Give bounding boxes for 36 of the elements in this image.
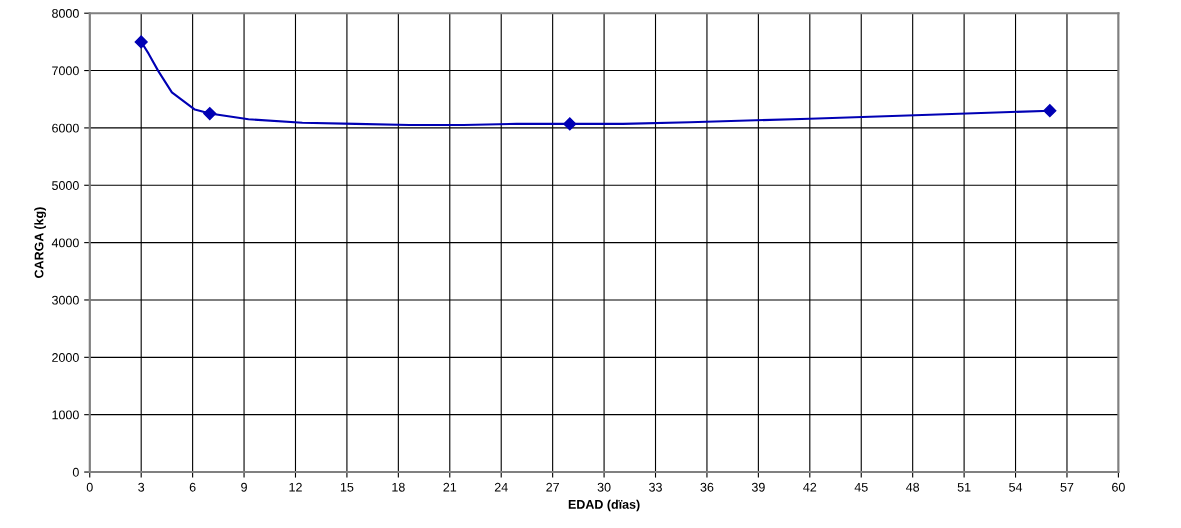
x-tick-label: 60 bbox=[1112, 482, 1125, 492]
y-tick-label: 1000 bbox=[52, 410, 79, 420]
x-tick-label: 15 bbox=[340, 482, 354, 492]
x-tick-label: 48 bbox=[906, 482, 920, 492]
x-tick-label: 39 bbox=[751, 482, 765, 492]
x-tick-label: 3 bbox=[138, 482, 145, 492]
point bbox=[203, 106, 217, 121]
x-tick-label: 33 bbox=[649, 482, 662, 492]
y-tick-label: 7000 bbox=[52, 66, 79, 76]
y-tick-label: 2000 bbox=[52, 353, 79, 362]
x-tick-label: 27 bbox=[546, 482, 559, 492]
y-tick-label: 0 bbox=[72, 467, 79, 477]
x-tick-label: 42 bbox=[803, 482, 817, 492]
x-tick-label: 24 bbox=[494, 482, 508, 492]
x-tick-label: 0 bbox=[86, 482, 93, 492]
x-tick-label: 12 bbox=[289, 482, 302, 492]
x-tick-label: 57 bbox=[1060, 482, 1074, 492]
x-tick-label: 30 bbox=[597, 482, 611, 492]
point bbox=[1043, 104, 1057, 118]
y-tick-label: 8000 bbox=[52, 9, 79, 18]
x-tick-label: 45 bbox=[854, 482, 868, 492]
y-axis-title: CARGA (kg) bbox=[34, 207, 46, 278]
x-tick-label: 51 bbox=[957, 482, 971, 492]
point bbox=[134, 35, 148, 49]
x-axis-title: EDAD (dïas) bbox=[568, 499, 640, 512]
y-tick-label: 6000 bbox=[52, 123, 79, 133]
y-tick-label: 5000 bbox=[52, 181, 79, 190]
x-tick-label: 6 bbox=[189, 482, 196, 492]
x-tick-label: 54 bbox=[1009, 482, 1023, 492]
point bbox=[563, 117, 577, 131]
x-tick-label: 18 bbox=[392, 482, 405, 492]
y-tick-label: 3000 bbox=[52, 295, 79, 305]
y-tick-label: 4000 bbox=[51, 238, 79, 248]
x-tick-label: 9 bbox=[241, 482, 247, 492]
x-tick-label: 36 bbox=[700, 482, 714, 492]
x-tick-label: 21 bbox=[443, 482, 457, 492]
